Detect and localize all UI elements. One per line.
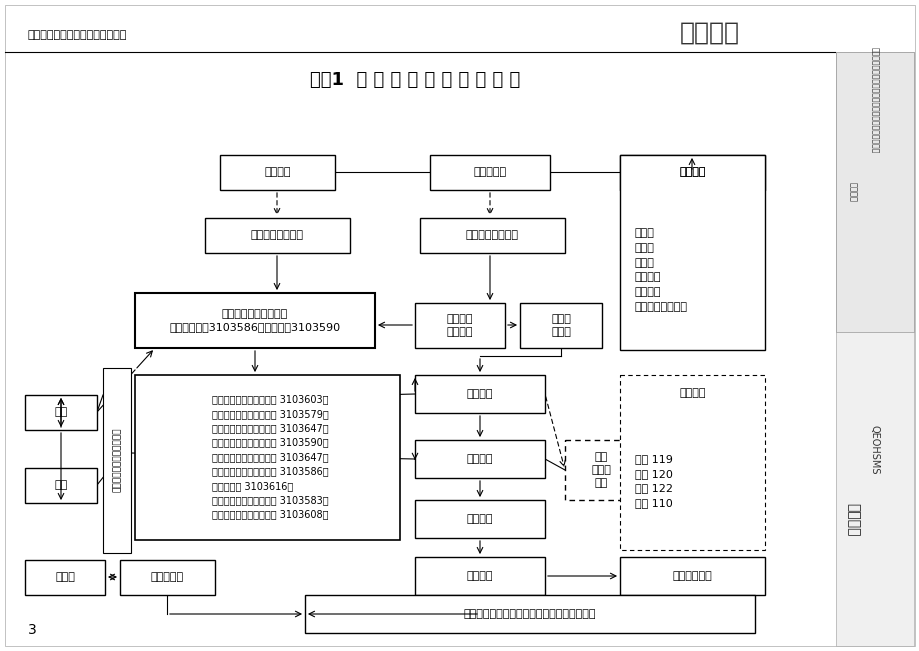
- Text: 内蒙古星凯机电工程技术有限公司各项安全应急预案: 内蒙古星凯机电工程技术有限公司各项安全应急预案: [869, 47, 879, 153]
- Text: 分公司
项目部: 分公司 项目部: [550, 314, 571, 337]
- Bar: [619, 155, 765, 350]
- Bar: [25, 468, 96, 503]
- Text: 应急情况＼事故＼响应报告: 应急情况＼事故＼响应报告: [112, 428, 121, 492]
- Text: 外部报告: 外部报告: [678, 167, 705, 178]
- Bar: [119, 560, 215, 595]
- Text: 非工作时间: 非工作时间: [473, 167, 506, 178]
- Bar: [420, 218, 564, 253]
- Text: 指示: 指示: [54, 408, 68, 417]
- Text: 消防 119
救护 120
交通 122
匪警 110: 消防 119 救护 120 交通 122 匪警 110: [634, 454, 673, 508]
- Text: 程序响应: 程序响应: [466, 571, 493, 581]
- Text: 报告人（项目部）: 报告人（项目部）: [466, 230, 518, 240]
- Bar: [619, 375, 765, 550]
- Text: 外部救援: 外部救援: [678, 388, 705, 398]
- Bar: [25, 560, 105, 595]
- Text: 报告人（项目部）: 报告人（项目部）: [251, 230, 303, 240]
- Bar: [205, 218, 349, 253]
- Bar: [25, 395, 96, 430]
- Bar: [835, 52, 913, 646]
- Bar: [135, 293, 375, 348]
- Text: 处理结果: 处理结果: [466, 514, 493, 524]
- Text: 公司应急救援指挥中心
安全监督站：3103586、武保部：3103590: 公司应急救援指挥中心 安全监督站：3103586、武保部：3103590: [169, 309, 340, 332]
- Bar: [135, 375, 400, 540]
- Text: 3: 3: [28, 623, 37, 637]
- Text: 呈报报告书（政府有关部门、上级主管部门）: 呈报报告书（政府有关部门、上级主管部门）: [463, 609, 596, 619]
- Text: QEOHSMS: QEOHSMS: [869, 425, 879, 475]
- Text: 相邻
可依托
力量: 相邻 可依托 力量: [590, 452, 610, 488]
- Text: 总值班室
（外线）: 总值班室 （外线）: [447, 314, 472, 337]
- Text: 应急预案: 应急预案: [845, 503, 859, 537]
- Bar: [429, 155, 550, 190]
- Bar: [564, 440, 636, 500]
- Text: 管理者代表: 管理者代表: [151, 572, 184, 583]
- Text: 安全局
市建委
公安局
消防大队
交警大队
疾病预防控制中心: 安全局 市建委 公安局 消防大队 交警大队 疾病预防控制中心: [634, 228, 687, 312]
- Text: 确认: 确认: [54, 480, 68, 490]
- Text: 外部报告: 外部报告: [678, 167, 705, 177]
- Bar: [220, 155, 335, 190]
- Text: 事故现场: 事故现场: [466, 389, 493, 399]
- Bar: [414, 440, 544, 478]
- Bar: [414, 500, 544, 538]
- Bar: [619, 557, 765, 595]
- Text: 总经理: 总经理: [55, 572, 74, 583]
- Bar: [414, 557, 544, 595]
- Bar: [414, 303, 505, 348]
- Text: 附图1  应 急 准 备 与 响 应 流 程 图: 附图1 应 急 准 备 与 响 应 流 程 图: [310, 71, 519, 89]
- Bar: [619, 155, 765, 190]
- Bar: [103, 368, 130, 553]
- Text: 应急响应: 应急响应: [466, 454, 493, 464]
- Bar: [414, 375, 544, 413]
- Text: 工作时间: 工作时间: [264, 167, 290, 178]
- Text: 人员调动组（人力资源部 3103603）
机具供应组（设备材料部 3103579）
交通运输组（综合办公室 3103647）
抢险救灾组（武装保卫部 31035: 人员调动组（人力资源部 3103603） 机具供应组（设备材料部 3103579…: [211, 395, 328, 519]
- Bar: [835, 52, 913, 332]
- Text: 应急预案: 应急预案: [847, 182, 857, 202]
- Text: 程序修改维护: 程序修改维护: [672, 571, 711, 581]
- Text: 内蒙古星凯机电工程技术有限公司: 内蒙古星凯机电工程技术有限公司: [28, 30, 127, 40]
- Text: 应急预案: 应急预案: [679, 21, 739, 45]
- Bar: [519, 303, 601, 348]
- Bar: [305, 595, 754, 633]
